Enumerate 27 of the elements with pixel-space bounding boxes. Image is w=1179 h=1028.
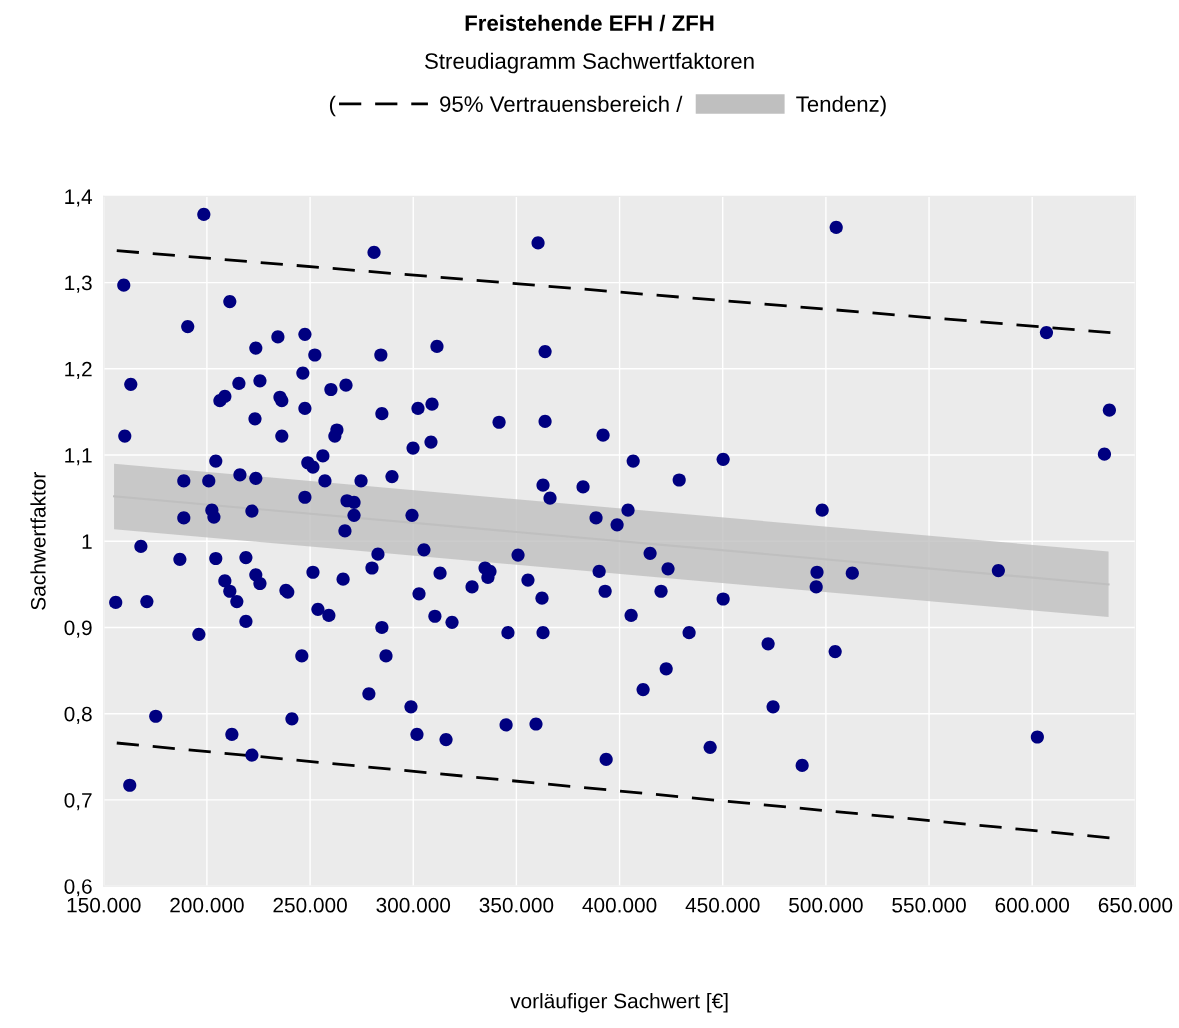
x-tick-label: 550.000 bbox=[892, 897, 966, 913]
x-tick-label: 250.000 bbox=[273, 897, 347, 913]
legend-label: 95% Vertrauensbereich / bbox=[440, 95, 683, 112]
x-tick-label: 650.000 bbox=[1098, 897, 1173, 913]
text: ( bbox=[329, 95, 336, 117]
y-tick-label: 1,1 bbox=[65, 448, 92, 466]
x-axis-title: vorläufiger Sachwert [€] bbox=[510, 993, 728, 1013]
x-tick-label: 450.000 bbox=[685, 897, 760, 913]
x-tick-label: 350.000 bbox=[479, 897, 554, 913]
chart-title: Freistehende EFH / ZFH bbox=[465, 14, 714, 32]
y-tick-label: 0,9 bbox=[64, 620, 92, 638]
y-tick-label: 1 bbox=[82, 534, 92, 549]
x-tick-label: 600.000 bbox=[995, 897, 1070, 913]
x-tick-label: 500.000 bbox=[789, 897, 863, 913]
x-tick-label: 150.000 bbox=[67, 897, 141, 913]
x-tick-label: 400.000 bbox=[582, 897, 657, 913]
y-tick-label: 1,3 bbox=[65, 275, 92, 293]
y-tick-label: 0,7 bbox=[64, 792, 92, 811]
x-tick-label: 300.000 bbox=[376, 897, 451, 913]
y-tick-label: 1,2 bbox=[65, 361, 92, 380]
legend-label: Tendenz) bbox=[796, 95, 886, 117]
y-axis-title: Sachwertfaktor bbox=[30, 472, 46, 610]
y-tick-label: 0,6 bbox=[64, 879, 92, 897]
x-tick-label: 200.000 bbox=[170, 897, 244, 913]
y-tick-label: 0,8 bbox=[64, 706, 92, 724]
chart-subtitle: Streudiagramm Sachwertfaktoren bbox=[425, 52, 754, 74]
y-tick-label: 1,4 bbox=[65, 189, 93, 207]
